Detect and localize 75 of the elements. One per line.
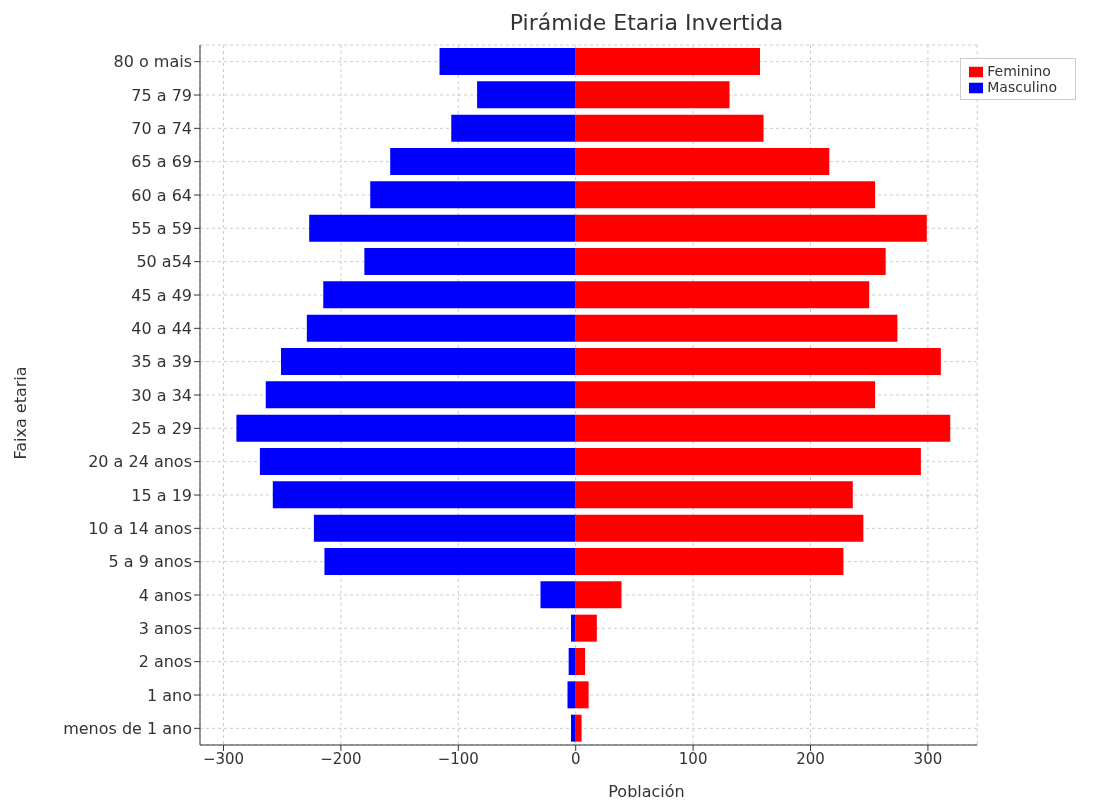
bar bbox=[259, 448, 576, 475]
y-tick-label: 55 a 59 bbox=[131, 219, 192, 239]
bar bbox=[236, 414, 576, 442]
bar bbox=[575, 148, 830, 175]
x-tick-label: 100 bbox=[678, 749, 708, 768]
bar bbox=[575, 648, 586, 675]
bar bbox=[281, 348, 576, 375]
bar bbox=[575, 581, 622, 609]
bar bbox=[575, 114, 764, 142]
bar bbox=[575, 614, 597, 642]
bar bbox=[364, 248, 576, 275]
y-tick-label: 5 a 9 anos bbox=[108, 552, 192, 572]
bar bbox=[575, 214, 927, 242]
bar bbox=[451, 114, 576, 142]
bar bbox=[309, 214, 576, 242]
x-tick-label: 200 bbox=[796, 749, 825, 768]
y-tick-label: 35 a 39 bbox=[131, 352, 192, 372]
y-tick-label: 60 a 64 bbox=[131, 185, 192, 205]
y-axis-title: Faixa etaria bbox=[10, 366, 30, 460]
bar bbox=[575, 448, 921, 475]
bar bbox=[272, 481, 576, 509]
y-tick-label: menos de 1 ano bbox=[63, 719, 192, 739]
bar bbox=[571, 714, 576, 742]
bar bbox=[575, 481, 853, 509]
bar bbox=[540, 581, 576, 609]
y-tick-label: 3 anos bbox=[138, 619, 192, 639]
bar bbox=[575, 281, 870, 309]
bar bbox=[575, 314, 898, 342]
x-tick-label: −300 bbox=[202, 749, 245, 768]
y-tick-label: 45 a 49 bbox=[131, 285, 192, 305]
bar bbox=[575, 714, 582, 742]
bar bbox=[575, 514, 864, 542]
bar bbox=[575, 414, 951, 442]
x-tick-label: 0 bbox=[570, 749, 581, 768]
y-tick-label: 50 a54 bbox=[136, 252, 192, 272]
bar bbox=[477, 81, 576, 109]
bar bbox=[575, 548, 844, 575]
bar bbox=[575, 181, 876, 209]
x-axis-title: Población bbox=[607, 782, 686, 801]
y-tick-label: 1 ano bbox=[147, 685, 192, 705]
bar bbox=[370, 181, 576, 209]
bar bbox=[575, 348, 941, 375]
y-tick-label: 70 a 74 bbox=[131, 119, 192, 139]
chart-title: Pirámide Etaria Invertida bbox=[508, 10, 785, 35]
bar bbox=[306, 314, 576, 342]
y-tick-label: 15 a 19 bbox=[131, 485, 192, 505]
x-tick-label: −200 bbox=[320, 749, 362, 768]
bar bbox=[439, 48, 576, 75]
bar bbox=[313, 514, 576, 542]
bar bbox=[575, 681, 589, 709]
y-tick-label: 30 a 34 bbox=[131, 385, 192, 405]
bar bbox=[265, 381, 576, 409]
y-tick-label: 65 a 69 bbox=[131, 152, 192, 172]
y-tick-label: 10 a 14 anos bbox=[88, 519, 192, 539]
y-tick-label: 2 anos bbox=[138, 652, 192, 672]
bar bbox=[575, 248, 886, 275]
y-tick-label: 80 o mais bbox=[113, 52, 192, 72]
bar bbox=[323, 281, 576, 309]
y-tick-label: 25 a 29 bbox=[131, 419, 192, 439]
bar bbox=[571, 614, 576, 642]
y-tick-label: 75 a 79 bbox=[131, 85, 192, 105]
x-tick-label: 300 bbox=[913, 749, 943, 768]
y-tick-label: 4 anos bbox=[138, 585, 192, 605]
bar bbox=[324, 548, 576, 575]
x-tick-label: −100 bbox=[437, 749, 479, 768]
bar bbox=[568, 648, 576, 675]
bar bbox=[567, 681, 576, 709]
y-tick-label: 40 a 44 bbox=[131, 319, 192, 339]
bar bbox=[390, 148, 576, 175]
legend-label: Masculino bbox=[987, 79, 1057, 95]
bar bbox=[575, 48, 761, 75]
bar bbox=[575, 381, 876, 409]
legend-label: Feminino bbox=[987, 63, 1051, 79]
y-tick-label: 20 a 24 anos bbox=[88, 452, 192, 472]
bar bbox=[575, 81, 730, 109]
